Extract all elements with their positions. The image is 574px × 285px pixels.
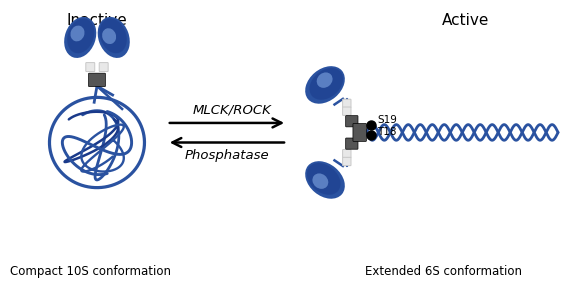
Ellipse shape [99, 19, 127, 53]
FancyBboxPatch shape [99, 63, 108, 72]
Text: Inactive: Inactive [67, 13, 127, 28]
Text: Compact 10S conformation: Compact 10S conformation [10, 265, 172, 278]
Ellipse shape [317, 72, 332, 88]
FancyBboxPatch shape [88, 73, 106, 87]
Ellipse shape [67, 19, 95, 53]
Ellipse shape [64, 17, 96, 58]
FancyBboxPatch shape [346, 116, 358, 127]
FancyBboxPatch shape [343, 150, 351, 158]
Text: MLCK/ROCK: MLCK/ROCK [193, 103, 272, 116]
Ellipse shape [309, 68, 343, 100]
FancyBboxPatch shape [86, 63, 95, 72]
Text: Extended 6S conformation: Extended 6S conformation [365, 265, 522, 278]
FancyBboxPatch shape [343, 107, 351, 115]
Ellipse shape [312, 174, 328, 189]
Ellipse shape [307, 163, 340, 195]
Ellipse shape [71, 26, 84, 41]
Text: Phosphatase: Phosphatase [185, 149, 269, 162]
Ellipse shape [305, 66, 345, 104]
Text: S19: S19 [378, 115, 397, 125]
Ellipse shape [98, 17, 130, 58]
FancyBboxPatch shape [343, 157, 351, 166]
FancyBboxPatch shape [343, 99, 351, 107]
FancyBboxPatch shape [346, 138, 358, 149]
Text: Active: Active [442, 13, 490, 28]
FancyBboxPatch shape [353, 123, 366, 141]
Ellipse shape [305, 161, 345, 199]
Text: T18: T18 [378, 127, 397, 137]
Ellipse shape [102, 28, 116, 44]
